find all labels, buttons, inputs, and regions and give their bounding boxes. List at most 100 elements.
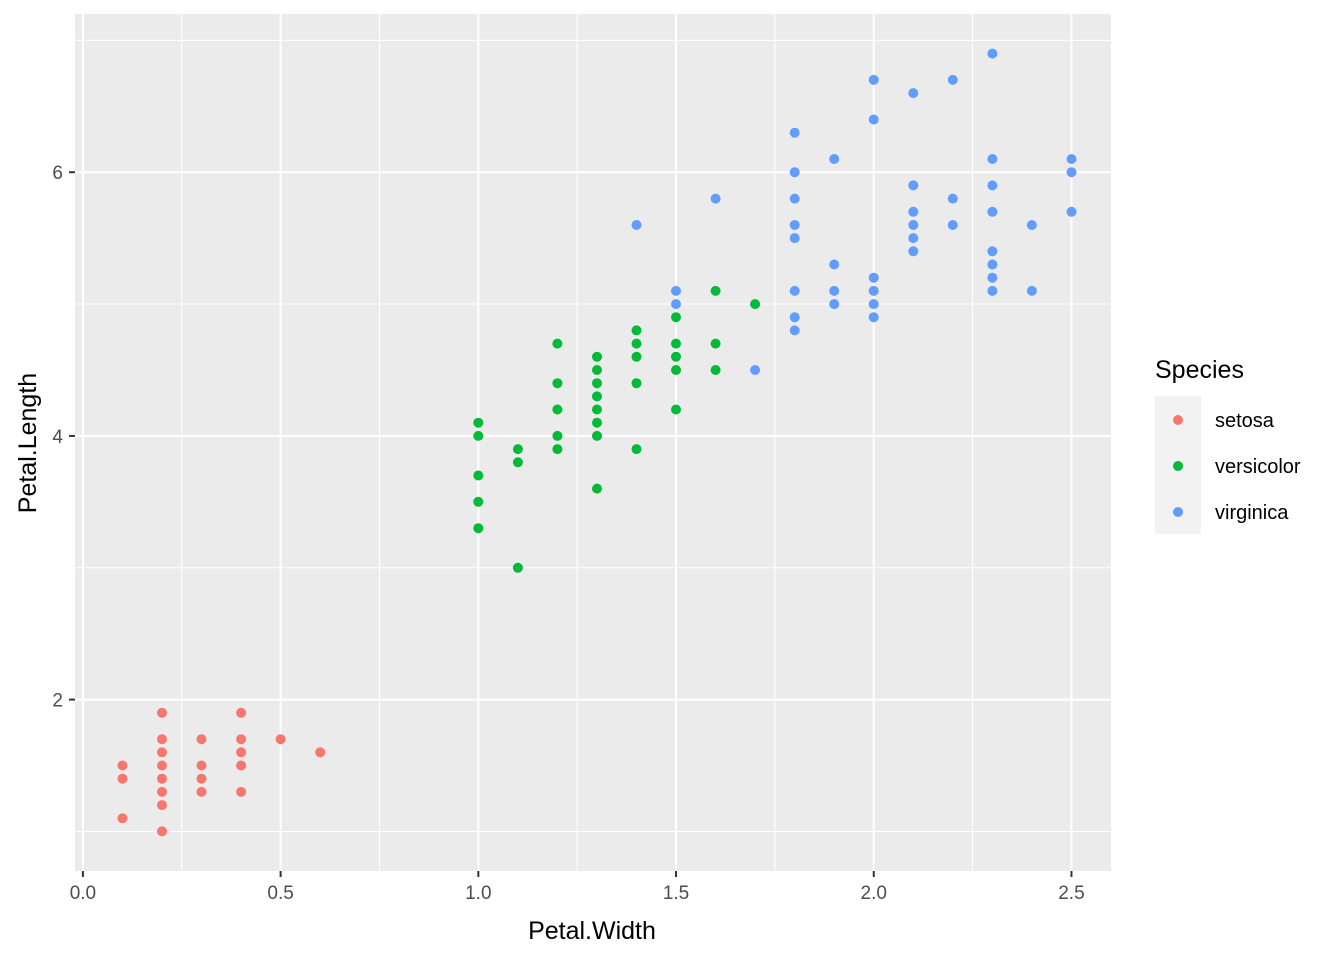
data-point-virginica bbox=[868, 74, 879, 85]
data-point-setosa bbox=[157, 760, 167, 771]
data-point-versicolor bbox=[631, 378, 642, 389]
data-point-versicolor bbox=[512, 457, 523, 468]
data-point-versicolor bbox=[552, 444, 563, 455]
y-tick-label: 6 bbox=[52, 163, 63, 184]
data-point-versicolor bbox=[671, 404, 681, 415]
y-axis-title: Petal.Length bbox=[14, 373, 42, 513]
data-point-versicolor bbox=[592, 417, 602, 428]
data-point-virginica bbox=[868, 285, 879, 296]
data-point-versicolor bbox=[512, 562, 523, 573]
data-point-setosa bbox=[196, 760, 207, 771]
data-point-virginica bbox=[829, 299, 840, 310]
data-point-versicolor bbox=[473, 430, 484, 441]
data-point-virginica bbox=[789, 220, 800, 230]
data-point-virginica bbox=[789, 127, 800, 138]
data-point-virginica bbox=[947, 193, 958, 204]
data-point-setosa bbox=[117, 760, 128, 771]
y-tick-label: 4 bbox=[52, 427, 63, 448]
data-point-virginica bbox=[987, 285, 998, 296]
data-point-setosa bbox=[236, 760, 247, 771]
data-point-versicolor bbox=[710, 338, 721, 349]
data-point-versicolor bbox=[592, 404, 602, 415]
data-point-versicolor bbox=[592, 483, 602, 494]
data-point-versicolor bbox=[552, 338, 563, 349]
legend-key-setosa bbox=[1173, 415, 1183, 425]
x-tick-label: 2.0 bbox=[861, 883, 887, 904]
data-point-versicolor bbox=[592, 378, 602, 389]
x-axis-title: Petal.Width bbox=[528, 917, 656, 945]
data-point-virginica bbox=[1066, 167, 1077, 178]
data-point-virginica bbox=[868, 312, 879, 323]
data-point-versicolor bbox=[631, 444, 642, 455]
data-point-virginica bbox=[868, 114, 879, 125]
data-point-versicolor bbox=[631, 351, 642, 362]
data-point-setosa bbox=[196, 734, 207, 745]
data-point-virginica bbox=[1066, 206, 1077, 217]
legend-label-virginica: virginica bbox=[1215, 502, 1289, 524]
legend-label-versicolor: versicolor bbox=[1215, 456, 1301, 478]
data-point-setosa bbox=[157, 786, 167, 797]
y-tick-labels: 2 4 6 bbox=[52, 163, 63, 711]
data-point-versicolor bbox=[671, 312, 681, 323]
data-point-setosa bbox=[275, 734, 286, 745]
data-point-virginica bbox=[987, 206, 998, 217]
data-point-virginica bbox=[947, 74, 958, 85]
data-point-versicolor bbox=[512, 444, 523, 455]
x-tick-label: 1.5 bbox=[663, 883, 689, 904]
data-point-virginica bbox=[908, 180, 919, 191]
data-point-setosa bbox=[196, 773, 207, 784]
x-tick-label: 0.0 bbox=[70, 883, 96, 904]
grid-minor bbox=[75, 14, 1111, 871]
data-point-versicolor bbox=[592, 430, 602, 441]
data-point-virginica bbox=[829, 285, 840, 296]
data-point-virginica bbox=[1026, 285, 1037, 296]
legend: Species setosa versicolor virginica bbox=[1155, 356, 1301, 534]
legend-title: Species bbox=[1155, 356, 1244, 384]
data-point-versicolor bbox=[592, 351, 602, 362]
x-tick-labels: 0.0 0.5 1.0 1.5 2.0 2.5 bbox=[70, 883, 1085, 904]
data-point-virginica bbox=[987, 259, 998, 270]
data-point-versicolor bbox=[710, 365, 721, 375]
data-point-setosa bbox=[157, 734, 167, 745]
data-point-setosa bbox=[236, 747, 247, 758]
data-point-virginica bbox=[987, 48, 998, 59]
data-point-virginica bbox=[789, 167, 800, 178]
data-point-versicolor bbox=[671, 338, 681, 349]
data-point-virginica bbox=[710, 193, 721, 204]
data-point-setosa bbox=[157, 773, 167, 784]
data-point-setosa bbox=[157, 747, 167, 758]
data-point-versicolor bbox=[552, 430, 563, 441]
data-point-virginica bbox=[671, 299, 681, 310]
data-point-virginica bbox=[789, 193, 800, 204]
data-point-virginica bbox=[987, 180, 998, 191]
data-point-versicolor bbox=[473, 496, 484, 507]
data-point-virginica bbox=[987, 154, 998, 164]
data-point-virginica bbox=[987, 272, 998, 283]
data-point-setosa bbox=[157, 826, 167, 837]
x-tick-label: 0.5 bbox=[267, 883, 293, 904]
data-point-virginica bbox=[908, 233, 919, 244]
data-point-versicolor bbox=[552, 378, 563, 389]
data-point-virginica bbox=[908, 88, 919, 99]
data-point-versicolor bbox=[473, 470, 484, 481]
data-point-versicolor bbox=[671, 351, 681, 362]
data-point-setosa bbox=[157, 707, 167, 718]
panel-background bbox=[75, 14, 1111, 871]
data-point-virginica bbox=[789, 325, 800, 336]
data-point-setosa bbox=[236, 786, 247, 797]
data-point-virginica bbox=[829, 154, 840, 164]
data-point-virginica bbox=[947, 220, 958, 230]
data-point-versicolor bbox=[552, 404, 563, 415]
data-point-setosa bbox=[117, 773, 128, 784]
data-point-versicolor bbox=[710, 285, 721, 296]
legend-key-virginica bbox=[1173, 507, 1183, 517]
data-point-setosa bbox=[315, 747, 326, 758]
data-point-setosa bbox=[196, 786, 207, 797]
data-points bbox=[117, 48, 1077, 837]
data-point-virginica bbox=[908, 206, 919, 217]
data-point-virginica bbox=[908, 220, 919, 230]
data-point-virginica bbox=[987, 246, 998, 257]
data-point-virginica bbox=[671, 285, 681, 296]
data-point-versicolor bbox=[473, 523, 484, 534]
